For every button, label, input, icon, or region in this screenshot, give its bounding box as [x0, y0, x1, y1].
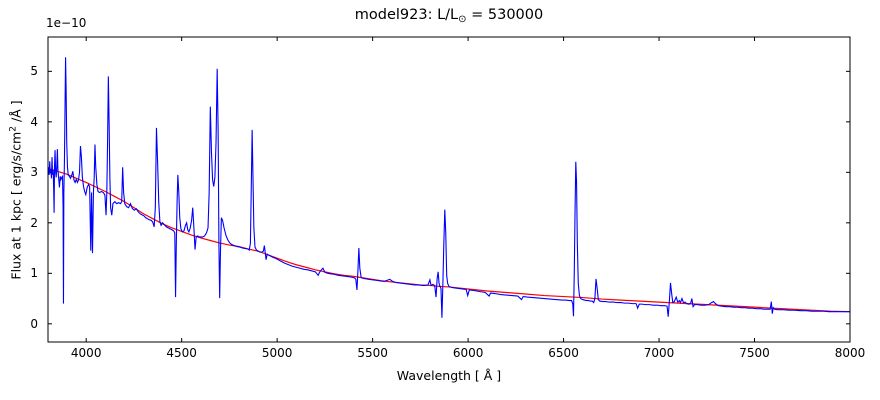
- sun-symbol: ⊙: [458, 14, 467, 25]
- x-tick-label: 5000: [261, 346, 293, 360]
- spectrum-line: [47, 57, 850, 318]
- x-tick-label: 7500: [739, 346, 770, 360]
- y-tick-label: 1: [30, 266, 38, 281]
- x-tick-label: 4500: [166, 346, 197, 360]
- x-axis-label: Wavelength [ Å ]: [396, 368, 502, 383]
- plot-title: model923: L/L⊙ = 530000: [354, 7, 544, 25]
- x-tick-label: 8000: [834, 346, 866, 360]
- x-tick-label: 6000: [452, 346, 484, 360]
- y-axis-offset-text: 1e−10: [46, 16, 87, 30]
- y-axis-label: Flux at 1 kpc [ erg/s/cm2 /Å ]: [8, 100, 24, 280]
- y-tick-label: 4: [30, 114, 38, 129]
- y-tick-label: 0: [30, 316, 38, 331]
- y-tick-label: 5: [30, 64, 38, 79]
- tick-marks: [48, 37, 851, 342]
- x-tick-label: 6500: [548, 346, 579, 360]
- x-tick-label: 4000: [70, 346, 102, 360]
- y-tick-label: 3: [30, 165, 38, 180]
- y-tick-label: 2: [30, 215, 38, 230]
- x-tick-label: 7000: [643, 346, 675, 360]
- x-tick-label: 5500: [357, 346, 388, 360]
- continuum-line: [47, 167, 851, 313]
- axes-box: [47, 36, 851, 343]
